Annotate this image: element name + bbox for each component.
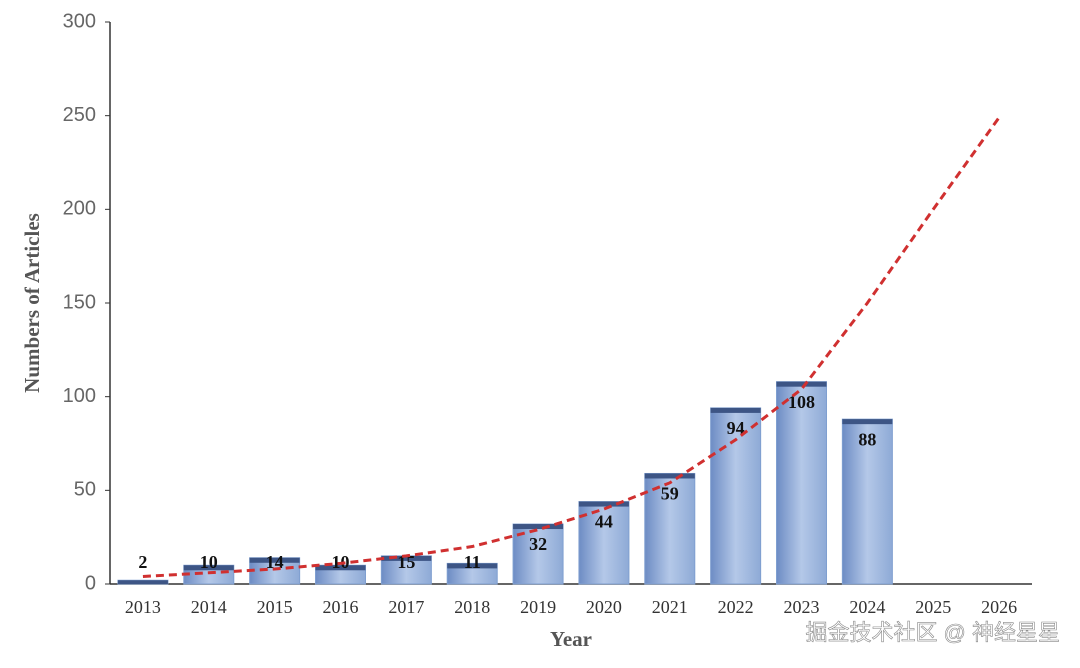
bar bbox=[578, 501, 630, 585]
x-tick-label: 2013 bbox=[125, 597, 161, 617]
bar bbox=[776, 381, 827, 585]
bar-cap bbox=[513, 524, 564, 530]
bar-cap bbox=[447, 563, 498, 569]
x-tick-label: 2015 bbox=[257, 597, 293, 617]
x-tick-label: 2014 bbox=[191, 597, 227, 617]
y-tick-label: 100 bbox=[63, 385, 96, 407]
x-tick-label: 2017 bbox=[388, 597, 424, 617]
x-tick-label: 2022 bbox=[718, 597, 754, 617]
x-tick-label: 2023 bbox=[784, 597, 820, 617]
bar-cap bbox=[842, 419, 893, 425]
bar-cap bbox=[183, 565, 234, 571]
data-label: 15 bbox=[397, 552, 415, 572]
x-tick-label: 2024 bbox=[849, 597, 885, 617]
x-tick-label: 2019 bbox=[520, 597, 556, 617]
y-tick-label: 50 bbox=[74, 479, 96, 501]
bar-cap bbox=[315, 565, 366, 571]
data-label: 88 bbox=[858, 429, 876, 449]
data-label: 10 bbox=[200, 552, 218, 572]
y-axis-label: Numbers of Articles bbox=[20, 213, 44, 393]
y-tick-label: 150 bbox=[63, 291, 96, 313]
y-tick-label: 200 bbox=[63, 198, 96, 220]
trend-line bbox=[142, 116, 1001, 579]
data-label: 44 bbox=[595, 512, 613, 532]
bar-cap bbox=[117, 580, 168, 584]
data-label: 59 bbox=[661, 484, 679, 504]
x-tick-label: 2020 bbox=[586, 597, 622, 617]
bar-cap bbox=[776, 381, 827, 387]
data-label: 94 bbox=[727, 418, 745, 438]
x-tick-label: 2021 bbox=[652, 597, 688, 617]
x-tick-label: 2025 bbox=[915, 597, 951, 617]
data-label: 11 bbox=[464, 552, 481, 572]
y-tick-label: 0 bbox=[85, 572, 96, 594]
bar-cap bbox=[710, 407, 761, 413]
bar bbox=[644, 472, 696, 585]
data-label: 2 bbox=[138, 552, 147, 572]
y-tick-label: 250 bbox=[63, 104, 96, 126]
bar-cap bbox=[249, 557, 300, 563]
x-axis-label: Year bbox=[550, 627, 592, 651]
x-tick-label: 2016 bbox=[323, 597, 359, 617]
y-tick-label: 300 bbox=[63, 10, 96, 32]
watermark: 掘金技术社区 @ 神经星星 bbox=[805, 620, 1060, 645]
data-label: 32 bbox=[529, 534, 547, 554]
data-label: 108 bbox=[788, 392, 815, 412]
x-tick-label: 2018 bbox=[454, 597, 490, 617]
bar bbox=[710, 407, 762, 585]
bar-cap bbox=[381, 555, 432, 561]
bar-cap bbox=[578, 501, 629, 507]
x-tick-label: 2026 bbox=[981, 597, 1017, 617]
bar-cap bbox=[644, 473, 695, 479]
